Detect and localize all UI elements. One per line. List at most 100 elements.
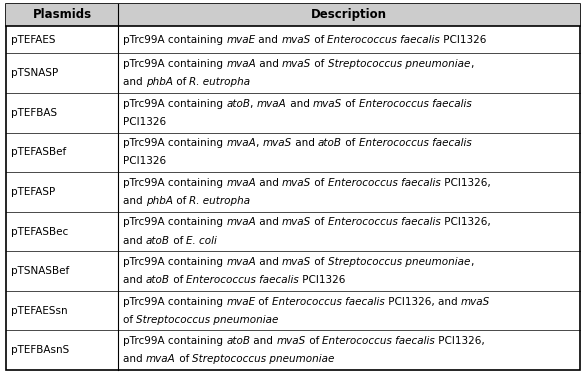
Text: Streptococcus pneumoniae: Streptococcus pneumoniae xyxy=(192,354,335,364)
Text: pTEFBAsnS: pTEFBAsnS xyxy=(11,345,69,355)
Text: atoB: atoB xyxy=(226,336,250,346)
Text: PCI1326, and: PCI1326, and xyxy=(384,297,461,307)
Text: E. coli: E. coli xyxy=(186,236,217,246)
Text: pTrc99A containing: pTrc99A containing xyxy=(123,178,226,188)
Text: Enterococcus faecalis: Enterococcus faecalis xyxy=(186,275,299,285)
Text: mvaA: mvaA xyxy=(226,178,256,188)
Text: R. eutropha: R. eutropha xyxy=(189,196,251,206)
Text: atoB: atoB xyxy=(318,138,342,148)
Text: and: and xyxy=(256,178,282,188)
Text: pTEFASBec: pTEFASBec xyxy=(11,227,68,236)
Text: Enterococcus faecalis: Enterococcus faecalis xyxy=(272,297,384,307)
Text: PCI1326: PCI1326 xyxy=(299,275,346,285)
Text: mvaA: mvaA xyxy=(226,217,256,227)
Text: pTEFASBef: pTEFASBef xyxy=(11,147,66,157)
Text: of: of xyxy=(170,236,186,246)
Text: PCI1326,: PCI1326, xyxy=(435,336,485,346)
Text: mvaS: mvaS xyxy=(281,35,311,45)
Text: and: and xyxy=(123,77,146,88)
Text: and: and xyxy=(255,35,281,45)
Text: and: and xyxy=(123,196,146,206)
Text: mvaA: mvaA xyxy=(226,138,256,148)
Text: ,: , xyxy=(256,138,263,148)
Text: mvaS: mvaS xyxy=(277,336,305,346)
Text: mvaA: mvaA xyxy=(257,99,287,109)
Text: pTrc99A containing: pTrc99A containing xyxy=(123,336,226,346)
Text: and: and xyxy=(123,236,146,246)
Text: pTrc99A containing: pTrc99A containing xyxy=(123,59,226,69)
Text: R. eutropha: R. eutropha xyxy=(189,77,251,88)
Text: Enterococcus faecalis: Enterococcus faecalis xyxy=(322,336,435,346)
Text: mvaE: mvaE xyxy=(226,297,255,307)
Text: of: of xyxy=(255,297,272,307)
Text: pTrc99A containing: pTrc99A containing xyxy=(123,138,226,148)
Text: of: of xyxy=(173,196,189,206)
Text: atoB: atoB xyxy=(146,275,170,285)
Text: and: and xyxy=(256,59,282,69)
Text: PCI1326,: PCI1326, xyxy=(441,178,490,188)
Text: mvaS: mvaS xyxy=(282,217,311,227)
Text: PCI1326,: PCI1326, xyxy=(441,217,490,227)
Text: Streptococcus pneumoniae: Streptococcus pneumoniae xyxy=(328,257,471,267)
Text: mvaS: mvaS xyxy=(282,178,311,188)
Text: mvaE: mvaE xyxy=(226,35,255,45)
Text: and: and xyxy=(256,257,282,267)
Text: pTSNASBef: pTSNASBef xyxy=(11,266,69,276)
Text: mvaS: mvaS xyxy=(282,59,311,69)
Text: of: of xyxy=(311,35,328,45)
Text: and: and xyxy=(123,275,146,285)
Text: of: of xyxy=(311,178,328,188)
Text: Description: Description xyxy=(311,8,387,21)
Text: phbA: phbA xyxy=(146,77,173,88)
Text: PCI1326: PCI1326 xyxy=(123,117,166,127)
Text: mvaS: mvaS xyxy=(282,257,311,267)
Text: Enterococcus faecalis: Enterococcus faecalis xyxy=(359,99,471,109)
Text: Streptococcus pneumoniae: Streptococcus pneumoniae xyxy=(137,315,279,325)
Text: and: and xyxy=(256,217,282,227)
Text: pTEFASP: pTEFASP xyxy=(11,187,55,197)
Text: pTrc99A containing: pTrc99A containing xyxy=(123,217,226,227)
Text: of: of xyxy=(123,315,137,325)
Text: of: of xyxy=(311,257,328,267)
Text: atoB: atoB xyxy=(146,236,170,246)
Text: and: and xyxy=(287,99,313,109)
Text: PCI1326: PCI1326 xyxy=(123,156,166,166)
Text: of: of xyxy=(311,217,328,227)
Text: mvaS: mvaS xyxy=(461,297,490,307)
Text: ,: , xyxy=(471,59,473,69)
Text: pTSNASP: pTSNASP xyxy=(11,68,58,78)
Text: of: of xyxy=(311,59,328,69)
Text: ,: , xyxy=(250,99,257,109)
Text: of: of xyxy=(170,275,186,285)
Text: Streptococcus pneumoniae: Streptococcus pneumoniae xyxy=(328,59,471,69)
Text: pTrc99A containing: pTrc99A containing xyxy=(123,99,226,109)
Text: mvaA: mvaA xyxy=(146,354,176,364)
Text: Plasmids: Plasmids xyxy=(32,8,91,21)
Text: pTEFBAS: pTEFBAS xyxy=(11,108,57,118)
Text: pTrc99A containing: pTrc99A containing xyxy=(123,257,226,267)
Text: pTrc99A containing: pTrc99A containing xyxy=(123,297,226,307)
Text: PCI1326: PCI1326 xyxy=(440,35,486,45)
Text: mvaA: mvaA xyxy=(226,59,256,69)
Text: mvaA: mvaA xyxy=(226,257,256,267)
Text: atoB: atoB xyxy=(226,99,250,109)
Text: phbA: phbA xyxy=(146,196,173,206)
Text: pTEFAES: pTEFAES xyxy=(11,35,56,45)
Text: pTEFAESsn: pTEFAESsn xyxy=(11,306,67,316)
Text: Enterococcus faecalis: Enterococcus faecalis xyxy=(328,217,441,227)
Text: Enterococcus faecalis: Enterococcus faecalis xyxy=(359,138,471,148)
Text: Enterococcus faecalis: Enterococcus faecalis xyxy=(328,35,440,45)
Text: Enterococcus faecalis: Enterococcus faecalis xyxy=(328,178,441,188)
Text: of: of xyxy=(305,336,322,346)
Text: and: and xyxy=(292,138,318,148)
Text: ,: , xyxy=(471,257,473,267)
Text: pTrc99A containing: pTrc99A containing xyxy=(123,35,226,45)
Text: mvaS: mvaS xyxy=(313,99,342,109)
Text: mvaS: mvaS xyxy=(263,138,292,148)
Text: and: and xyxy=(123,354,146,364)
Bar xyxy=(6,4,580,26)
Text: and: and xyxy=(250,336,277,346)
Text: of: of xyxy=(173,77,189,88)
Text: of: of xyxy=(176,354,192,364)
Text: of: of xyxy=(342,138,359,148)
